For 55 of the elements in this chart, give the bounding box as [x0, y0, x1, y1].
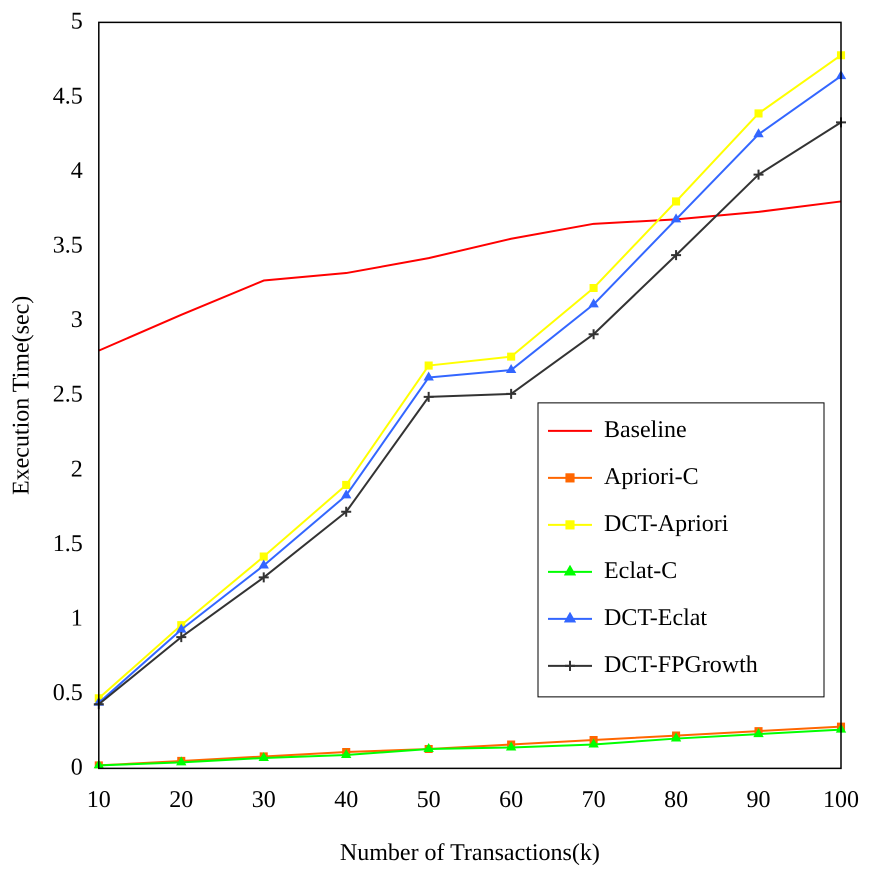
legend-label: Eclat-C: [604, 558, 678, 584]
point: [590, 284, 598, 292]
x-tick-label: 100: [823, 787, 859, 814]
point: [754, 109, 763, 118]
point: [670, 249, 682, 262]
point: [342, 480, 350, 489]
legend-label: DCT-Apriori: [604, 511, 729, 538]
point: [340, 506, 352, 518]
point: [507, 352, 516, 361]
y-tick-label: 0: [70, 754, 83, 781]
point: [176, 624, 186, 633]
x-axis-title: Number of Transactions(k): [340, 840, 600, 866]
y-tick-label: 3.5: [52, 232, 83, 258]
point: [588, 328, 600, 340]
point: [505, 388, 518, 400]
x-tick-label: 80: [664, 787, 688, 814]
y-tick-label: 2: [70, 456, 83, 482]
legend-label: Apriori-C: [604, 464, 699, 490]
point: [258, 571, 270, 584]
point: [258, 560, 269, 568]
y-tick-label: 4: [70, 158, 83, 184]
x-tick-label: 30: [252, 787, 276, 814]
y-axis-title: Execution Time(sec): [8, 296, 35, 496]
point: [424, 362, 433, 370]
y-tick-label: 2.5: [52, 382, 83, 408]
y-tick-label: 1: [70, 605, 83, 632]
legend-label: DCT-Eclat: [604, 605, 708, 632]
x-tick-label: 60: [499, 787, 524, 814]
point: [588, 298, 598, 308]
point: [422, 390, 435, 403]
point: [341, 490, 352, 498]
x-tick-label: 10: [86, 787, 111, 814]
y-tick-label: 3: [70, 307, 83, 334]
y-tick-label: 5: [70, 8, 83, 35]
y-tick-label: 1.5: [52, 530, 83, 557]
y-tick-label: 0.5: [52, 680, 83, 706]
point: [754, 128, 764, 138]
point: [506, 364, 516, 374]
x-tick-label: 20: [169, 787, 194, 814]
legend-label: DCT-FPGrowth: [604, 652, 758, 678]
y-tick-label: 4.5: [52, 83, 83, 110]
x-tick-label: 40: [334, 787, 358, 814]
x-tick-label: 90: [746, 787, 771, 814]
point: [92, 698, 105, 710]
x-tick-label: 50: [416, 787, 441, 814]
point: [671, 214, 681, 222]
x-tick-label: 70: [582, 787, 606, 814]
point: [752, 168, 765, 181]
point: [424, 372, 434, 380]
point: [588, 739, 598, 748]
legend-label: Baseline: [604, 417, 687, 444]
point: [672, 197, 680, 206]
point: [835, 116, 847, 128]
point: [175, 631, 188, 644]
point: [260, 552, 268, 561]
